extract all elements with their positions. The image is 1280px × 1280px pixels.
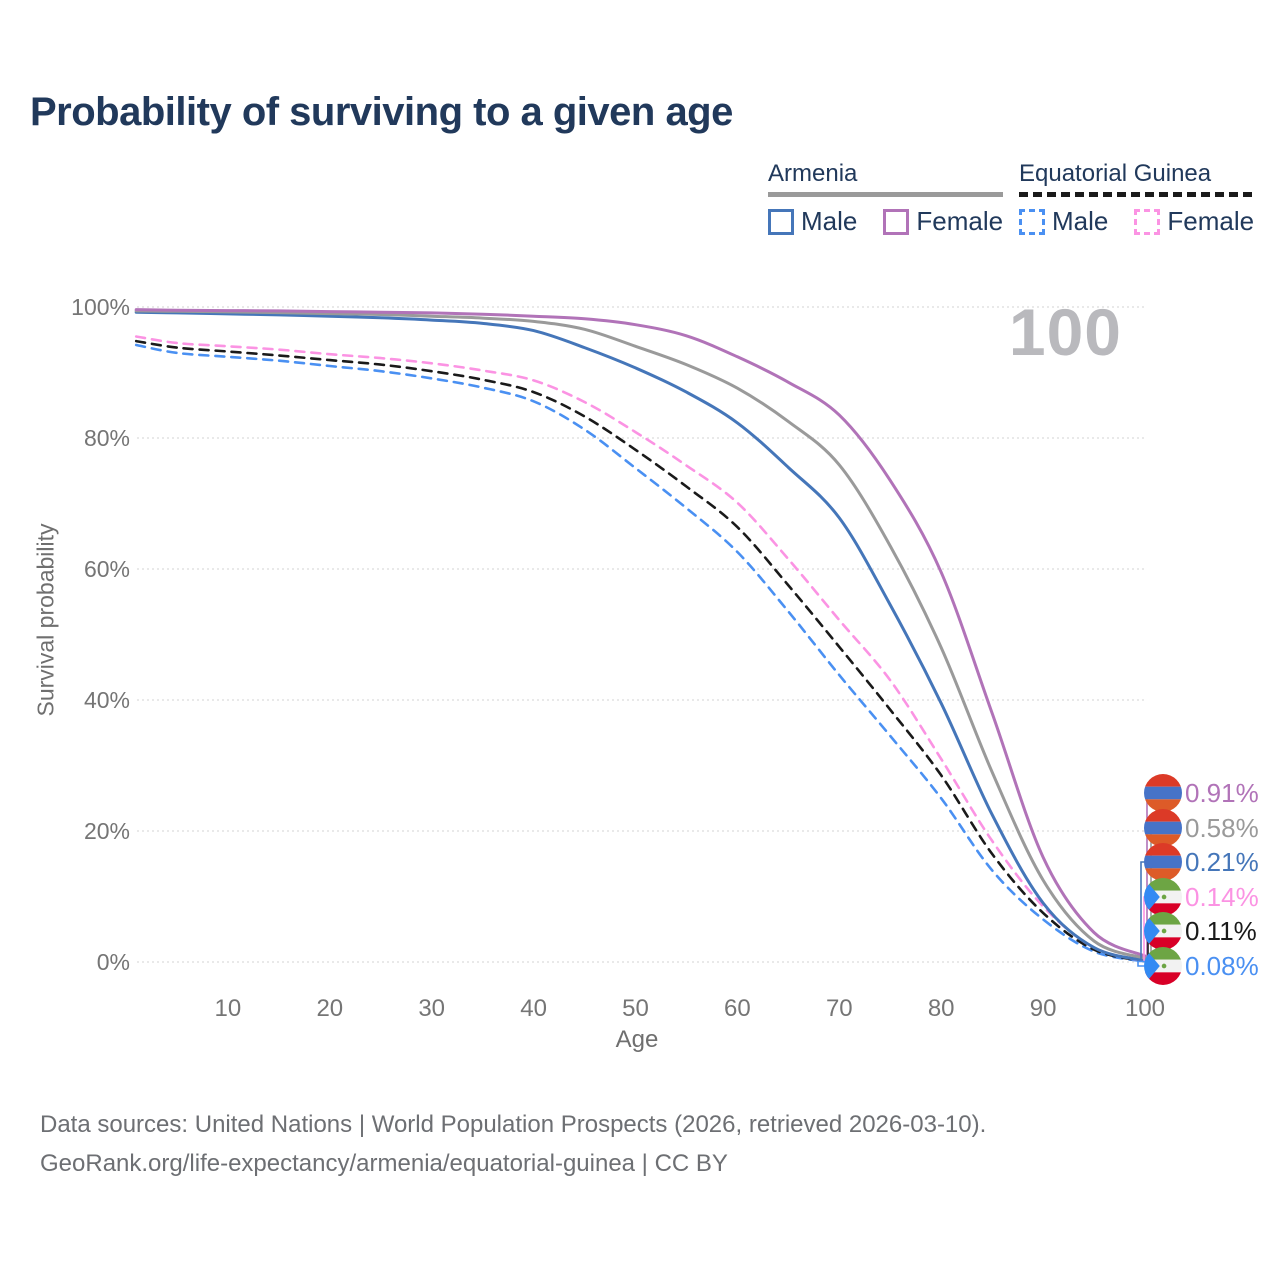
series-line-equatorial-guinea-female	[134, 335, 1147, 963]
legend-title-equatorial-guinea: Equatorial Guinea	[1019, 160, 1212, 187]
legend-item-armenia-female[interactable]: Female	[883, 206, 1003, 237]
y-tick-label: 100%	[71, 294, 130, 320]
endpoint-label-armenia-all: 0.58%	[1144, 809, 1259, 847]
legend-swatch-equatorial-guinea-female	[1134, 208, 1161, 235]
legend-swatch-equatorial-guinea-male	[1019, 208, 1045, 235]
footer-data-sources: Data sources: United Nations | World Pop…	[40, 1111, 987, 1138]
footer-attribution: GeoRank.org/life-expectancy/armenia/equa…	[40, 1150, 728, 1177]
endpoint-value: 0.11%	[1185, 915, 1257, 946]
equatorial-guinea-flag-icon	[1144, 912, 1182, 950]
endpoint-value: 0.21%	[1185, 846, 1259, 877]
x-tick-label: 100	[1124, 995, 1166, 1022]
legend-swatch-armenia-male	[768, 208, 794, 235]
series-line-equatorial-guinea-male	[134, 343, 1147, 963]
endpoint-value: 0.08%	[1185, 950, 1259, 981]
endpoint-label-armenia-male: 0.21%	[1144, 843, 1259, 881]
x-tick-label: 90	[1029, 995, 1057, 1022]
leader-line-equatorial-guinea-male	[1137, 960, 1150, 967]
series-line-armenia-female	[134, 308, 1147, 958]
y-tick-label: 0%	[96, 949, 130, 975]
endpoint-label-equatorial-guinea-all: 0.11%	[1144, 912, 1257, 950]
legend-label-armenia-female: Female	[916, 206, 1004, 236]
endpoint-value: 0.14%	[1185, 881, 1259, 912]
legend-underline-armenia	[768, 192, 1004, 197]
y-tick-label: 40%	[83, 687, 130, 713]
legend-item-equatorial-guinea-male[interactable]: Male	[1019, 206, 1108, 237]
legend-items-armenia: Male Female	[768, 206, 1003, 237]
x-tick-label: 10	[214, 995, 242, 1022]
x-tick-label: 40	[520, 995, 547, 1022]
legend-group-armenia: Armenia Male Female	[768, 160, 1004, 237]
armenia-flag-icon	[1144, 809, 1182, 847]
y-tick-label: 60%	[83, 556, 130, 582]
x-tick-label: 30	[418, 995, 446, 1022]
x-tick-label: 50	[622, 995, 649, 1022]
legend-group-equatorial-guinea: Equatorial Guinea Male Female	[1019, 160, 1255, 237]
legend-title-armenia: Armenia	[768, 160, 858, 187]
page-title: Probability of surviving to a given age	[30, 90, 733, 134]
equatorial-guinea-flag-icon	[1144, 947, 1182, 985]
x-tick-label: 60	[724, 995, 751, 1022]
endpoint-value: 0.91%	[1185, 777, 1259, 808]
x-tick-label: 20	[316, 995, 344, 1022]
legend-items-equatorial-guinea: Male Female	[1019, 206, 1254, 237]
armenia-flag-icon	[1144, 774, 1182, 812]
series-line-armenia-male	[134, 310, 1147, 963]
equatorial-guinea-flag-icon	[1144, 878, 1182, 916]
legend-swatch-armenia-female	[883, 208, 910, 235]
endpoint-value: 0.58%	[1185, 812, 1259, 843]
legend-label-armenia-male: Male	[801, 206, 858, 236]
endpoint-label-equatorial-guinea-female: 0.14%	[1144, 878, 1259, 916]
legend-label-equatorial-guinea-female: Female	[1167, 206, 1255, 236]
age-counter-watermark: 100	[1008, 295, 1122, 369]
footer: Data sources: United Nations | World Pop…	[40, 1105, 986, 1183]
y-tick-label: 80%	[83, 425, 130, 451]
y-tick-label: 20%	[83, 818, 130, 844]
series-line-armenia-all	[134, 309, 1147, 960]
series-line-equatorial-guinea-all	[134, 339, 1147, 963]
legend-underline-equatorial-guinea	[1019, 192, 1255, 197]
x-axis-title: Age	[615, 1026, 659, 1053]
legend-label-equatorial-guinea-male: Male	[1052, 206, 1109, 236]
armenia-flag-icon	[1144, 843, 1182, 881]
legend-item-equatorial-guinea-female[interactable]: Female	[1134, 206, 1254, 237]
x-tick-label: 70	[825, 995, 853, 1022]
endpoint-label-armenia-female: 0.91%	[1144, 774, 1259, 812]
endpoint-label-equatorial-guinea-male: 0.08%	[1144, 947, 1259, 985]
x-tick-label: 80	[927, 995, 955, 1022]
legend-item-armenia-male[interactable]: Male	[768, 206, 857, 237]
